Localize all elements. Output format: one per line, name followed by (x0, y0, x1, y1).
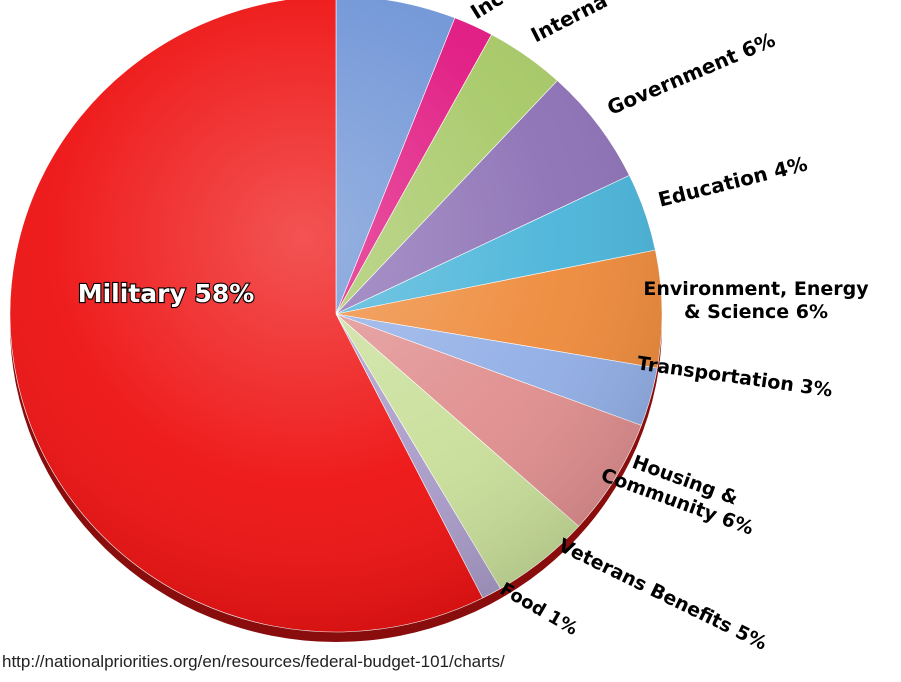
label-education-4: Education 4% (656, 151, 810, 211)
label-international-affairs: Interna (527, 0, 611, 47)
source-url: http://nationalpriorities.org/en/resourc… (2, 652, 505, 671)
label-military-58: Military 58% (78, 279, 255, 308)
label-food-1: Food 1% (496, 579, 581, 640)
label-veterans-benefits-5: Veterans Benefits 5% (555, 534, 771, 654)
label-government-6: Government 6% (604, 27, 779, 119)
label-transportation-3: Transportation 3% (636, 352, 834, 401)
label-income-security: Inco (466, 0, 519, 24)
label-environment-energy-science-6: Environment, Energy & Science 6% (643, 278, 869, 323)
